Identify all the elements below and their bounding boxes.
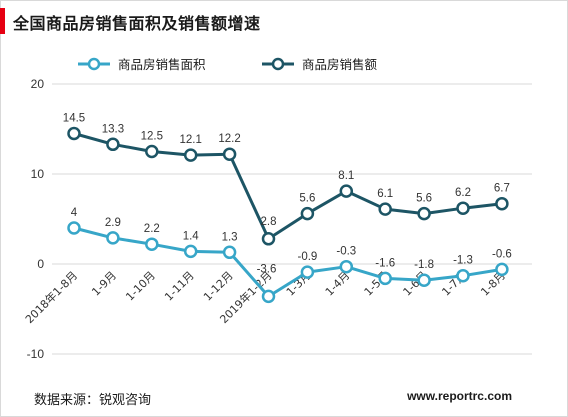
x-tick-label: 2018年1-8月 (22, 268, 80, 326)
data-source: 数据来源：锐观咨询 (34, 393, 152, 408)
data-point (145, 144, 159, 159)
x-tick-label: 1-4月 (323, 269, 353, 299)
data-label: 1.4 (183, 230, 200, 242)
y-tick-label: 0 (37, 257, 44, 271)
data-point (495, 262, 509, 277)
data-label: 5.6 (299, 193, 315, 205)
x-tick-label: 1-12月 (201, 269, 236, 304)
data-point (222, 147, 237, 161)
title-accent-bar (0, 8, 5, 34)
y-axis-ticks: -10 0 10 20 (27, 77, 45, 361)
data-point (378, 202, 392, 216)
data-label: -1.6 (375, 257, 395, 269)
legend-swatch-marker (87, 57, 101, 71)
legend-label: 商品房销售额 (302, 57, 378, 72)
y-tick-label: 10 (31, 167, 45, 181)
legend-label: 商品房销售面积 (118, 57, 206, 72)
y-tick-label: 20 (31, 77, 45, 91)
data-label: 6.7 (494, 183, 510, 195)
data-point (261, 232, 276, 246)
legend: 商品房销售面积 商品房销售额 (78, 57, 378, 72)
data-label: 2.8 (261, 216, 277, 228)
data-point (339, 184, 354, 198)
data-point (417, 206, 431, 221)
data-label: 8.1 (338, 170, 354, 182)
data-point (183, 148, 198, 162)
data-labels: 4 2.9 2.2 1.4 1.3 -3.6 -0.9 -0.3 -1.6 -1.8 -1.3 -0.… (63, 113, 512, 276)
x-tick-label: 1-11月 (162, 269, 197, 304)
data-point (67, 126, 81, 141)
series-lines (67, 126, 509, 304)
data-point (417, 273, 431, 287)
gridlines (52, 83, 532, 355)
series-line (73, 132, 503, 241)
data-label: -1.3 (453, 255, 473, 267)
data-point (300, 206, 315, 221)
data-label: -1.8 (414, 259, 434, 271)
data-point (222, 245, 237, 260)
data-label: 5.6 (416, 193, 432, 205)
data-label: 2.2 (144, 223, 160, 235)
data-point (106, 137, 120, 152)
data-label: -0.6 (492, 248, 512, 260)
data-label: 6.2 (455, 187, 471, 199)
legend-swatch-marker (271, 57, 285, 71)
data-point (145, 237, 159, 251)
data-point (456, 201, 470, 215)
data-point (183, 244, 198, 259)
data-point (300, 265, 315, 279)
data-label: -0.9 (297, 251, 317, 263)
data-point (456, 268, 470, 283)
data-label: 12.2 (218, 133, 240, 145)
data-point (378, 271, 392, 286)
data-label: 4 (71, 207, 78, 219)
y-tick-label: -10 (27, 347, 45, 361)
data-label: 12.5 (141, 131, 163, 143)
data-point (339, 259, 354, 274)
data-label: 14.5 (63, 113, 85, 125)
data-label: 6.1 (377, 188, 393, 200)
x-tick-label: 1-10月 (123, 269, 158, 304)
data-point (106, 231, 120, 245)
x-tick-label: 1-9月 (89, 269, 119, 299)
data-label: 13.3 (102, 123, 124, 135)
data-label: -0.3 (336, 246, 356, 258)
data-point (261, 289, 276, 304)
data-point (495, 196, 509, 211)
data-point (67, 221, 81, 235)
data-label: -3.6 (257, 263, 277, 275)
data-label: 12.1 (180, 134, 202, 146)
data-label: 2.9 (105, 217, 121, 229)
website-url: www.reportrc.com (407, 389, 512, 403)
chart-title: 全国商品房销售面积及销售额增速 (13, 14, 261, 33)
data-label: 1.3 (222, 231, 238, 243)
